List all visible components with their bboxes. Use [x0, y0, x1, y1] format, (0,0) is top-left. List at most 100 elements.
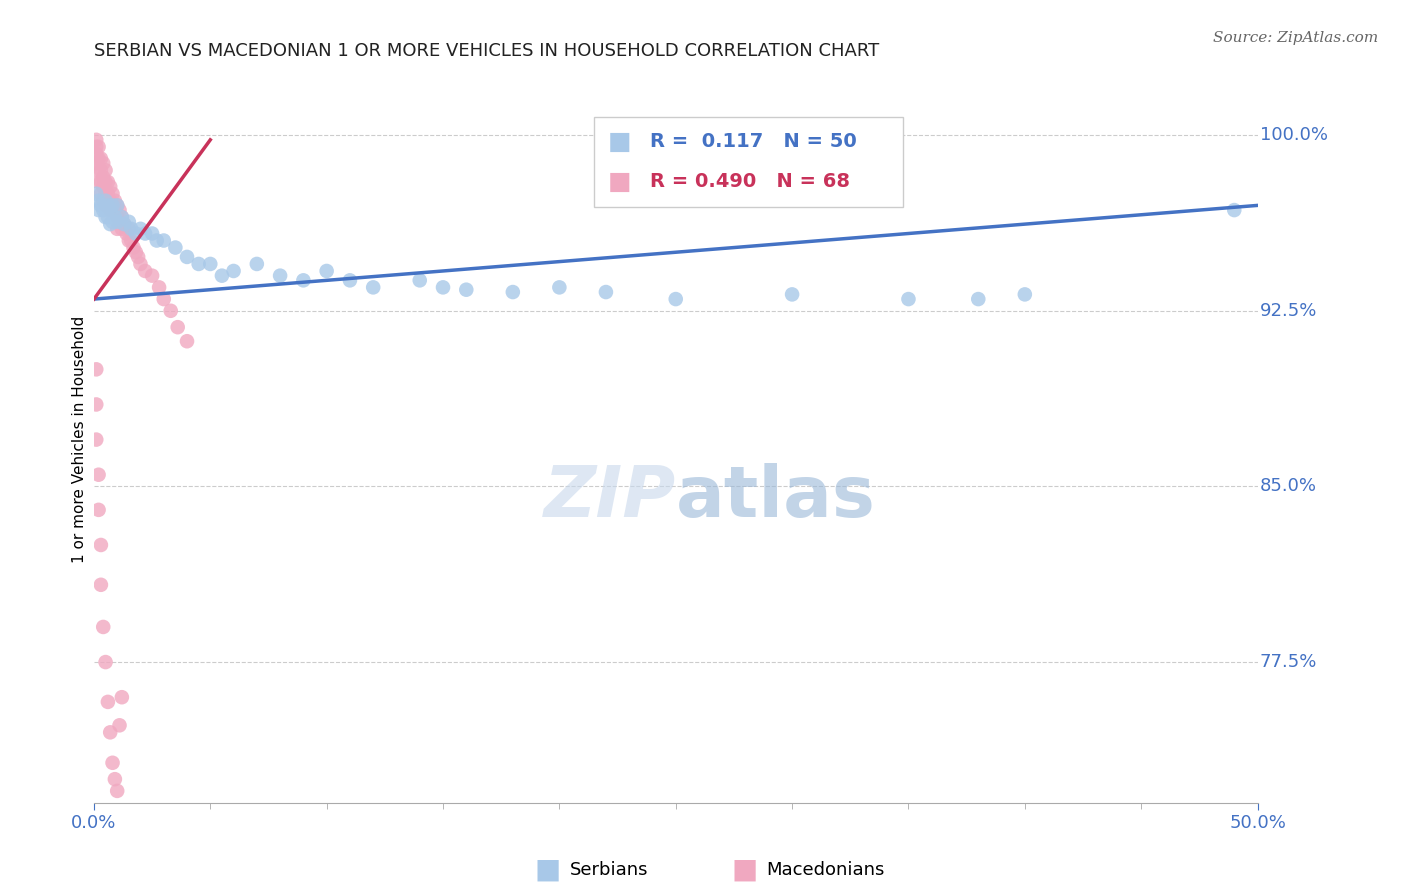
Point	[87, 175, 110, 189]
Point	[98, 217, 121, 231]
Point	[456, 283, 478, 297]
Point	[222, 264, 245, 278]
Point	[84, 433, 107, 447]
Point	[87, 163, 110, 178]
Point	[98, 725, 121, 739]
Point	[91, 170, 114, 185]
Point	[148, 280, 170, 294]
Point	[101, 198, 124, 212]
Point	[111, 690, 134, 705]
Point	[665, 292, 688, 306]
Text: 92.5%: 92.5%	[1260, 301, 1317, 320]
Text: 85.0%: 85.0%	[1260, 477, 1317, 495]
Point	[101, 186, 124, 201]
Point	[165, 241, 187, 255]
Point	[94, 175, 117, 189]
Point	[84, 156, 107, 170]
Point	[101, 756, 124, 770]
Point	[98, 194, 121, 208]
Point	[595, 285, 617, 299]
Point	[120, 234, 142, 248]
Point	[120, 222, 142, 236]
Point	[897, 292, 920, 306]
Point	[97, 198, 120, 212]
Point	[118, 234, 141, 248]
Point	[84, 186, 107, 201]
Point	[84, 362, 107, 376]
Point	[87, 467, 110, 482]
Point	[152, 234, 174, 248]
Point	[94, 186, 117, 201]
Text: ■: ■	[534, 855, 561, 884]
Point	[101, 215, 124, 229]
Point	[111, 210, 134, 224]
FancyBboxPatch shape	[595, 117, 903, 207]
Point	[118, 215, 141, 229]
Point	[97, 186, 120, 201]
Text: Macedonians: Macedonians	[766, 861, 884, 879]
Point	[87, 503, 110, 517]
Point	[90, 175, 112, 189]
Point	[432, 280, 454, 294]
Text: ■: ■	[609, 169, 631, 194]
Point	[84, 397, 107, 411]
Point	[141, 268, 163, 283]
Point	[105, 198, 128, 212]
Point	[176, 250, 198, 264]
Point	[129, 222, 152, 236]
Point	[246, 257, 269, 271]
Point	[141, 227, 163, 241]
Point	[112, 217, 135, 231]
Point	[122, 241, 145, 255]
Point	[90, 152, 112, 166]
Point	[269, 268, 291, 283]
Point	[90, 538, 112, 552]
Point	[94, 194, 117, 208]
Point	[87, 140, 110, 154]
Text: 77.5%: 77.5%	[1260, 653, 1317, 671]
Point	[94, 655, 117, 669]
Point	[90, 163, 112, 178]
Point	[97, 210, 120, 224]
Text: ■: ■	[609, 130, 631, 154]
Point	[134, 264, 156, 278]
Point	[104, 203, 127, 218]
Point	[91, 179, 114, 194]
Point	[91, 156, 114, 170]
Point	[97, 175, 120, 189]
Point	[90, 198, 112, 212]
Point	[90, 578, 112, 592]
Text: atlas: atlas	[676, 463, 876, 533]
Point	[129, 257, 152, 271]
Point	[1223, 203, 1246, 218]
Point	[166, 320, 188, 334]
Point	[292, 273, 315, 287]
Point	[152, 292, 174, 306]
Point	[125, 227, 148, 241]
Text: R = 0.490   N = 68: R = 0.490 N = 68	[650, 172, 851, 192]
Point	[339, 273, 361, 287]
Text: SERBIAN VS MACEDONIAN 1 OR MORE VEHICLES IN HOUSEHOLD CORRELATION CHART: SERBIAN VS MACEDONIAN 1 OR MORE VEHICLES…	[94, 42, 879, 60]
Point	[159, 303, 181, 318]
Point	[200, 257, 222, 271]
Point	[84, 140, 107, 154]
Point	[1014, 287, 1036, 301]
Point	[87, 203, 110, 218]
Point	[94, 210, 117, 224]
Text: 100.0%: 100.0%	[1260, 126, 1327, 145]
Text: R =  0.117   N = 50: R = 0.117 N = 50	[650, 132, 856, 152]
Point	[108, 718, 131, 732]
Point	[111, 222, 134, 236]
Point	[105, 215, 128, 229]
Point	[84, 133, 107, 147]
Point	[105, 198, 128, 212]
Point	[361, 280, 384, 294]
Point	[315, 264, 337, 278]
Point	[98, 203, 121, 218]
Point	[111, 210, 134, 224]
Point	[87, 152, 110, 166]
Point	[104, 772, 127, 787]
Point	[105, 222, 128, 236]
Point	[91, 203, 114, 218]
Point	[409, 273, 432, 287]
